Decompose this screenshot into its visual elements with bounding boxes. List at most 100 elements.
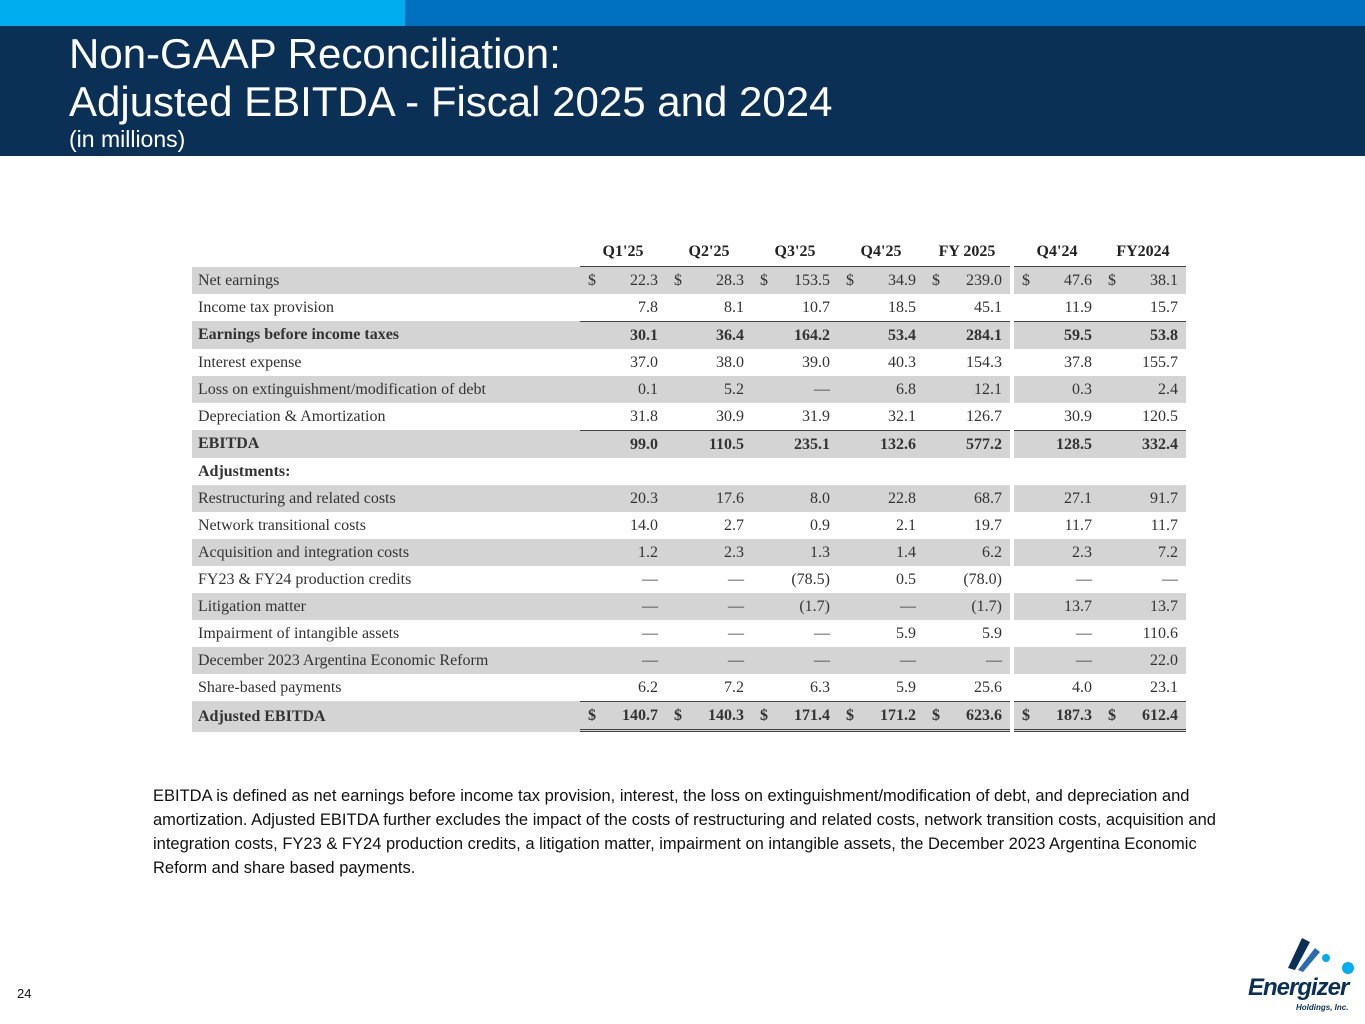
- cell-value: 45.1: [974, 298, 1002, 316]
- table-cell: $171.2: [838, 701, 924, 732]
- currency-symbol: [588, 571, 598, 589]
- top-accent-bar-light: [0, 0, 405, 26]
- table-cell: 27.1: [1014, 485, 1100, 512]
- table-cell: $28.3: [666, 267, 752, 294]
- table-row: Acquisition and integration costs 1.2 2.3 1…: [192, 539, 1186, 566]
- cell-value: 59.5: [1064, 326, 1092, 344]
- cell-value: 68.7: [974, 489, 1002, 507]
- table-cell: $47.6: [1014, 267, 1100, 294]
- table-cell: 6.8: [838, 376, 924, 403]
- currency-symbol: $: [1022, 271, 1030, 289]
- table-cell: 68.7: [924, 485, 1010, 512]
- cell-value: 5.9: [982, 624, 1002, 642]
- ebitda-definition-footnote: EBITDA is defined as net earnings before…: [153, 787, 1216, 877]
- energizer-logo-icon: [1288, 938, 1354, 974]
- cell-value: —: [814, 624, 830, 642]
- title-line-1: Non-GAAP Reconciliation:: [69, 30, 561, 77]
- cell-value: 4.0: [1072, 678, 1092, 696]
- logo-stroke-mid: [1298, 948, 1320, 972]
- cell-value: 8.1: [724, 298, 744, 316]
- row-label: Loss on extinguishment/modification of d…: [192, 376, 580, 403]
- cell-value: —: [900, 651, 916, 669]
- table-row: December 2023 Argentina Economic Reform —…: [192, 647, 1186, 674]
- currency-symbol: [1022, 544, 1032, 562]
- currency-symbol: [674, 571, 684, 589]
- currency-symbol: [1022, 571, 1032, 589]
- currency-symbol: [588, 679, 598, 697]
- currency-symbol: [1022, 625, 1032, 643]
- table-cell: 39.0: [752, 349, 838, 376]
- cell-value: 164.2: [794, 326, 830, 344]
- table-cell: [924, 458, 1010, 485]
- cell-value: 15.7: [1150, 298, 1178, 316]
- cell-value: 153.5: [794, 271, 830, 289]
- currency-symbol: [1108, 436, 1118, 454]
- table-cell: $140.3: [666, 701, 752, 732]
- cell-value: 39.0: [802, 353, 830, 371]
- table-cell: 22.8: [838, 485, 924, 512]
- table-cell: 5.9: [838, 674, 924, 701]
- cell-value: 0.5: [896, 570, 916, 588]
- cell-value: —: [1076, 624, 1092, 642]
- table-cell: 2.4: [1100, 376, 1186, 403]
- table-cell: 2.7: [666, 512, 752, 539]
- currency-symbol: [760, 598, 770, 616]
- table-cell: 19.7: [924, 512, 1010, 539]
- row-label: FY23 & FY24 production credits: [198, 570, 412, 588]
- table-cell: 2.1: [838, 512, 924, 539]
- cell-value: 5.9: [896, 624, 916, 642]
- currency-symbol: [846, 652, 856, 670]
- cell-value: 30.9: [716, 407, 744, 425]
- cell-value: 1.2: [638, 543, 658, 561]
- table-cell: —: [666, 593, 752, 620]
- table-header-row: Q1'25 Q2'25 Q3'25 Q4'25 FY 2025 Q4'24 FY…: [192, 240, 1186, 267]
- cell-value: (78.0): [963, 570, 1002, 588]
- currency-symbol: [846, 625, 856, 643]
- currency-symbol: [846, 679, 856, 697]
- row-label: Depreciation & Amortization: [198, 407, 386, 425]
- cell-value: 5.9: [896, 678, 916, 696]
- cell-value: 47.6: [1064, 271, 1092, 289]
- currency-symbol: [588, 408, 598, 426]
- currency-symbol: [588, 490, 598, 508]
- table-row: Share-based payments 6.2 7.2 6.3 5.9 25.6 4.0 2…: [192, 674, 1186, 701]
- table-cell: $187.3: [1014, 701, 1100, 732]
- currency-symbol: [674, 544, 684, 562]
- row-label: Share-based payments: [198, 678, 342, 696]
- currency-symbol: [1108, 544, 1118, 562]
- cell-value: 38.0: [716, 353, 744, 371]
- cell-value: 7.2: [724, 678, 744, 696]
- cell-value: 7.8: [638, 298, 658, 316]
- currency-symbol: [588, 544, 598, 562]
- currency-symbol: $: [932, 271, 940, 289]
- logo-subtext: Holdings, Inc.: [1296, 1003, 1349, 1012]
- cell-value: 10.7: [802, 298, 830, 316]
- table-cell: $38.1: [1100, 267, 1186, 294]
- table-cell: 5.9: [924, 620, 1010, 647]
- table-cell: 120.5: [1100, 403, 1186, 430]
- currency-symbol: [588, 354, 598, 372]
- cell-value: 239.0: [966, 271, 1002, 289]
- table-cell: (1.7): [924, 593, 1010, 620]
- cell-value: 37.0: [630, 353, 658, 371]
- cell-value: —: [728, 597, 744, 615]
- table-cell: 36.4: [666, 321, 752, 349]
- cell-value: 132.6: [880, 435, 916, 453]
- table-row: Depreciation & Amortization 31.8 30.9 31.9 3…: [192, 403, 1186, 430]
- currency-symbol: [846, 408, 856, 426]
- column-header: Q4'25: [838, 240, 924, 267]
- cell-value: 2.7: [724, 516, 744, 534]
- currency-symbol: [932, 408, 942, 426]
- table-cell: —: [580, 566, 666, 593]
- table-cell: 110.5: [666, 430, 752, 458]
- currency-symbol: [846, 436, 856, 454]
- table-cell: 53.4: [838, 321, 924, 349]
- currency-symbol: [760, 544, 770, 562]
- table-cell: 59.5: [1014, 321, 1100, 349]
- table-cell: —: [1014, 647, 1100, 674]
- cell-value: 17.6: [716, 489, 744, 507]
- currency-symbol: [932, 436, 942, 454]
- table-cell: —: [666, 620, 752, 647]
- cell-value: —: [900, 597, 916, 615]
- table-row: Adjustments:: [192, 458, 1186, 485]
